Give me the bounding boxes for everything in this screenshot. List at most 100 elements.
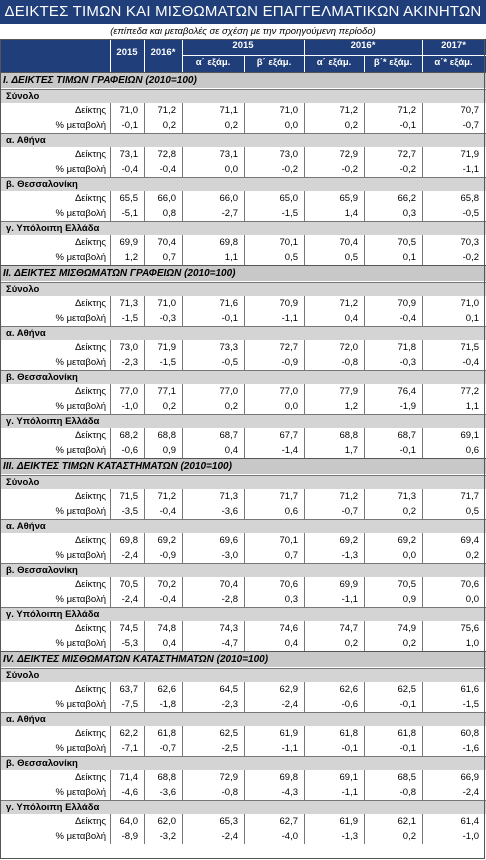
table-cell: 62,0 (157, 816, 177, 827)
table-cell: 64,0 (119, 816, 139, 827)
table-cell: 0,2 (224, 120, 238, 131)
table-cell: 61,8 (397, 728, 417, 739)
grid-line (422, 814, 423, 844)
table-cell: -0,1 (121, 120, 138, 131)
table-cell: 68,8 (339, 430, 359, 441)
grid-line (364, 577, 365, 607)
table-cell: 73,1 (219, 149, 239, 160)
table-cell: 70,4 (339, 237, 359, 248)
grid-line (304, 770, 305, 800)
group-header: Σύνολο (0, 282, 486, 296)
grid-line (364, 533, 365, 563)
table-cell: 0,2 (344, 638, 358, 649)
table-cell: 77,1 (157, 386, 177, 397)
table-cell: -0,7 (462, 120, 479, 131)
table-cell: 0,5 (465, 506, 479, 517)
table-header: 2015 2016* 2015 2016* 2017* α΄ εξάμ. β΄ … (0, 39, 486, 72)
grid-line (144, 577, 145, 607)
table-cell: -1,3 (341, 550, 358, 561)
table-cell: -0,3 (159, 313, 176, 324)
table-row: % μεταβολή -0,6 0,9 0,4 -1,4 1,7 -0,1 0,6 (0, 443, 486, 458)
row-label: % μεταβολή (55, 506, 106, 517)
table-row: Δείκτης 73,1 72,8 73,1 73,0 72,9 72,7 71,9 (0, 147, 486, 162)
table-row: % μεταβολή -5,1 0,8 -2,7 -1,5 1,4 0,3 -0,5 (0, 206, 486, 221)
table-cell: 61,9 (279, 728, 299, 739)
grid-line (364, 428, 365, 458)
table-cell: 69,1 (460, 430, 480, 441)
grid-line (144, 147, 145, 177)
grid-line (304, 147, 305, 177)
table-cell: -3,6 (221, 506, 238, 517)
table-cell: 70,5 (397, 237, 417, 248)
grid-line (144, 621, 145, 651)
grid-line (110, 191, 111, 221)
header-semester-1: α΄ εξάμ. (195, 57, 231, 68)
grid-line (244, 726, 245, 756)
table-cell: -0,8 (399, 787, 416, 798)
grid-line (144, 296, 145, 326)
table-cell: 71,7 (279, 491, 299, 502)
table-row: % μεταβολή -1,5 -0,3 -0,1 -1,1 0,4 -0,4 0,1 (0, 311, 486, 326)
table-cell: 71,5 (119, 491, 139, 502)
table-cell: 61,6 (460, 684, 480, 695)
row-label: Δείκτης (74, 430, 106, 441)
table-cell: -1,1 (341, 787, 358, 798)
table-cell: 63,7 (119, 684, 139, 695)
grid-line (422, 191, 423, 221)
table-cell: -8,9 (121, 831, 138, 842)
table-cell: 0,7 (284, 550, 298, 561)
table-cell: 0,5 (284, 252, 298, 263)
table-cell: 69,8 (219, 237, 239, 248)
table-cell: -2,3 (221, 699, 238, 710)
table-cell: -4,3 (281, 787, 298, 798)
table-row: % μεταβολή -0,4 -0,4 0,0 -0,2 -0,2 -0,2 -1,1 (0, 162, 486, 177)
table-cell: 71,9 (460, 149, 480, 160)
table-row: % μεταβολή -7,1 -0,7 -2,5 -1,1 -0,1 -0,1 -1,6 (0, 741, 486, 756)
row-label: Δείκτης (74, 193, 106, 204)
group-header: β. Θεσσαλονίκη (0, 756, 486, 770)
row-label: Δείκτης (74, 298, 106, 309)
group-header: α. Αθήνα (0, 133, 486, 147)
grid-line (364, 726, 365, 756)
table-cell: -1,9 (399, 401, 416, 412)
table-cell: -0,2 (462, 252, 479, 263)
grid-line (304, 726, 305, 756)
table-cell: -3,5 (121, 506, 138, 517)
grid-line (422, 726, 423, 756)
table-cell: 73,1 (119, 149, 139, 160)
table-cell: -0,1 (399, 445, 416, 456)
grid-line (244, 340, 245, 370)
grid-line (144, 235, 145, 265)
grid-line (110, 235, 111, 265)
table-cell: 69,1 (339, 772, 359, 783)
section-title: I. ΔΕΙΚΤΕΣ ΤΙΜΩΝ ΓΡΑΦΕΙΩΝ (2010=100) (0, 72, 486, 88)
table-cell: 65,8 (460, 193, 480, 204)
table-cell: 0,4 (344, 313, 358, 324)
table-cell: 71,9 (157, 342, 177, 353)
grid-line (182, 489, 183, 519)
grid-line (422, 340, 423, 370)
table-cell: 0,0 (284, 401, 298, 412)
group-header: Σύνολο (0, 89, 486, 103)
grid-line (304, 621, 305, 651)
table-cell: 69,9 (339, 579, 359, 590)
grid-line (422, 235, 423, 265)
group-header: γ. Υπόλοιπη Ελλάδα (0, 221, 486, 235)
grid-line (364, 296, 365, 326)
table-row: Δείκτης 77,0 77,1 77,0 77,0 77,9 76,4 77,2 (0, 384, 486, 399)
table-cell: 71,2 (339, 491, 359, 502)
grid-line (144, 533, 145, 563)
table-cell: 65,5 (119, 193, 139, 204)
table-cell: 77,0 (279, 386, 299, 397)
table-cell: -1,1 (341, 594, 358, 605)
table-cell: -0,6 (341, 699, 358, 710)
group-header: Σύνολο (0, 475, 486, 489)
grid-line (182, 621, 183, 651)
row-label: % μεταβολή (55, 252, 106, 263)
table-cell: 62,6 (339, 684, 359, 695)
table-cell: 0,2 (402, 831, 416, 842)
table-cell: 71,5 (460, 342, 480, 353)
table-cell: 73,0 (119, 342, 139, 353)
header-semester-3: α΄ εξάμ. (316, 57, 352, 68)
grid-line (244, 428, 245, 458)
